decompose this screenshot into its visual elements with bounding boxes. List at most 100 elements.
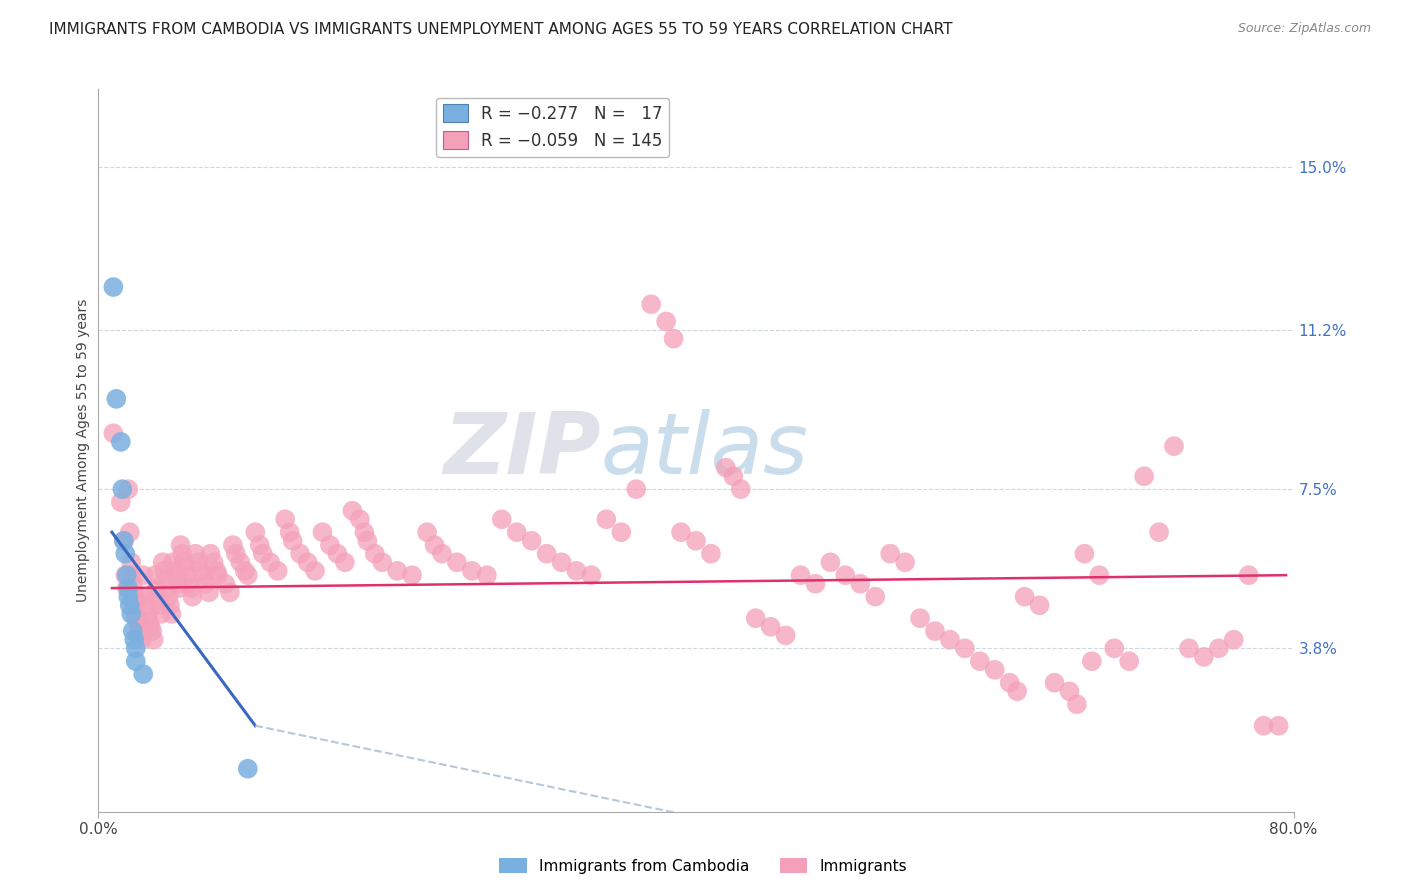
- Point: [121, 590, 143, 604]
- Text: IMMIGRANTS FROM CAMBODIA VS IMMIGRANTS UNEMPLOYMENT AMONG AGES 55 TO 59 YEARS CO: IMMIGRANTS FROM CAMBODIA VS IMMIGRANTS U…: [49, 22, 953, 37]
- Point: [111, 482, 134, 496]
- Point: [121, 576, 143, 591]
- Point: [1005, 684, 1028, 698]
- Point: [1014, 590, 1036, 604]
- Point: [118, 599, 141, 613]
- Point: [775, 628, 797, 642]
- Point: [804, 576, 827, 591]
- Point: [128, 620, 150, 634]
- Point: [1147, 525, 1170, 540]
- Point: [120, 555, 142, 569]
- Point: [595, 512, 617, 526]
- Point: [169, 538, 191, 552]
- Point: [125, 654, 148, 668]
- Point: [353, 525, 375, 540]
- Point: [274, 512, 297, 526]
- Point: [110, 495, 132, 509]
- Point: [222, 538, 245, 552]
- Text: atlas: atlas: [600, 409, 808, 492]
- Point: [669, 525, 692, 540]
- Point: [181, 590, 204, 604]
- Point: [969, 654, 991, 668]
- Point: [259, 555, 281, 569]
- Point: [1178, 641, 1201, 656]
- Point: [565, 564, 588, 578]
- Point: [207, 568, 229, 582]
- Point: [187, 555, 209, 569]
- Point: [610, 525, 633, 540]
- Point: [820, 555, 842, 569]
- Point: [124, 632, 146, 647]
- Point: [1081, 654, 1104, 668]
- Point: [475, 568, 498, 582]
- Y-axis label: Unemployment Among Ages 55 to 59 years: Unemployment Among Ages 55 to 59 years: [76, 299, 90, 602]
- Point: [125, 611, 148, 625]
- Point: [908, 611, 931, 625]
- Point: [214, 576, 236, 591]
- Point: [129, 590, 152, 604]
- Point: [924, 624, 946, 639]
- Point: [834, 568, 856, 582]
- Point: [165, 568, 187, 582]
- Point: [759, 620, 782, 634]
- Point: [153, 564, 176, 578]
- Point: [1104, 641, 1126, 656]
- Point: [491, 512, 513, 526]
- Point: [103, 426, 125, 441]
- Point: [150, 607, 173, 621]
- Point: [191, 568, 214, 582]
- Point: [138, 615, 160, 630]
- Point: [114, 568, 136, 582]
- Point: [423, 538, 446, 552]
- Point: [371, 555, 394, 569]
- Text: ZIP: ZIP: [443, 409, 600, 492]
- Point: [163, 564, 186, 578]
- Point: [333, 555, 356, 569]
- Point: [1133, 469, 1156, 483]
- Point: [124, 590, 146, 604]
- Point: [879, 547, 901, 561]
- Point: [998, 675, 1021, 690]
- Point: [416, 525, 439, 540]
- Point: [205, 564, 228, 578]
- Point: [1073, 547, 1095, 561]
- Point: [461, 564, 484, 578]
- Point: [125, 641, 148, 656]
- Point: [120, 607, 142, 621]
- Point: [121, 624, 143, 639]
- Point: [626, 482, 648, 496]
- Point: [939, 632, 962, 647]
- Point: [297, 555, 319, 569]
- Point: [125, 599, 148, 613]
- Point: [326, 547, 349, 561]
- Point: [311, 525, 333, 540]
- Point: [162, 555, 184, 569]
- Point: [550, 555, 572, 569]
- Point: [1192, 649, 1215, 664]
- Point: [233, 564, 256, 578]
- Point: [249, 538, 271, 552]
- Point: [202, 555, 225, 569]
- Point: [1043, 675, 1066, 690]
- Point: [148, 590, 170, 604]
- Point: [143, 568, 166, 582]
- Point: [198, 585, 221, 599]
- Point: [149, 599, 172, 613]
- Point: [177, 576, 200, 591]
- Point: [103, 280, 125, 294]
- Point: [115, 581, 138, 595]
- Legend: R = −0.277   N =   17, R = −0.059   N = 145: R = −0.277 N = 17, R = −0.059 N = 145: [436, 97, 669, 156]
- Point: [195, 576, 218, 591]
- Point: [446, 555, 468, 569]
- Point: [401, 568, 423, 582]
- Point: [714, 460, 737, 475]
- Point: [1237, 568, 1260, 582]
- Point: [1088, 568, 1111, 582]
- Point: [141, 624, 163, 639]
- Point: [131, 632, 153, 647]
- Point: [1253, 719, 1275, 733]
- Point: [730, 482, 752, 496]
- Point: [385, 564, 409, 578]
- Point: [110, 434, 132, 449]
- Point: [894, 555, 917, 569]
